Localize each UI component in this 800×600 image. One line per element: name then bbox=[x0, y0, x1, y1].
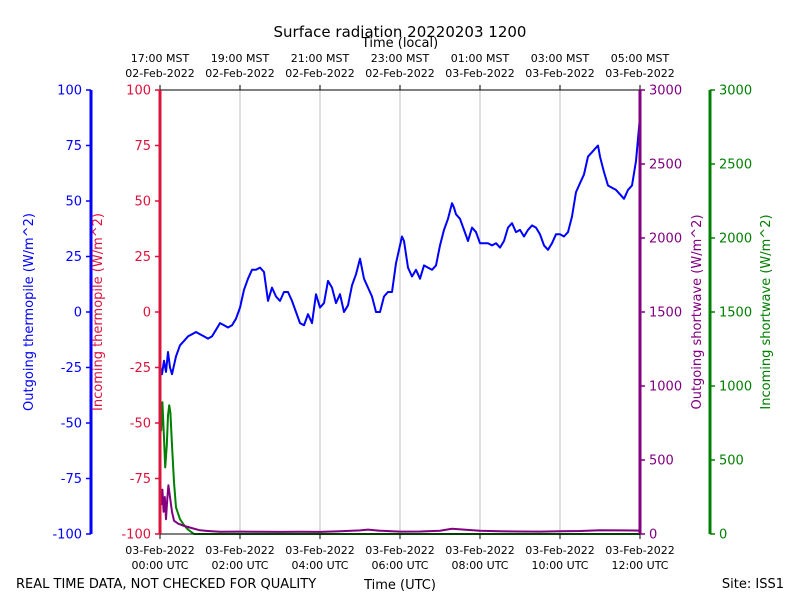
gridlines bbox=[239, 90, 561, 534]
bottom-x-tick-time: 08:00 UTC bbox=[451, 559, 508, 572]
series-line-incoming-shortwave bbox=[159, 378, 640, 535]
y-axis-label-incoming-thermopile: Incoming thermopile (W/m^2) bbox=[91, 213, 106, 411]
series-line-outgoing-shortwave bbox=[159, 477, 641, 533]
top-x-tick-time: 21:00 MST bbox=[291, 52, 350, 65]
y-axis-label-outgoing-shortwave: Outgoing shortwave (W/m^2) bbox=[690, 214, 705, 409]
y-tick-label-incoming-thermopile: 0 bbox=[143, 306, 151, 321]
y-tick-label-outgoing-shortwave: 1500 bbox=[649, 306, 682, 321]
y-tick-label-outgoing-shortwave: 0 bbox=[649, 528, 657, 543]
top-x-tick-time: 19:00 MST bbox=[211, 52, 270, 65]
chart-title: Surface radiation 20220203 1200 bbox=[274, 23, 527, 41]
y-tick-label-outgoing-thermopile: -100 bbox=[52, 528, 82, 543]
bottom-x-tick-date: 03-Feb-2022 bbox=[285, 544, 354, 557]
y-tick-label-incoming-thermopile: -100 bbox=[121, 528, 151, 543]
bottom-x-tick-date: 03-Feb-2022 bbox=[125, 544, 194, 557]
y-tick-label-outgoing-thermopile: -75 bbox=[61, 472, 82, 487]
top-x-tick-time: 01:00 MST bbox=[451, 52, 510, 65]
y-tick-label-incoming-thermopile: -25 bbox=[130, 361, 151, 376]
y-tick-label-incoming-shortwave: 2000 bbox=[719, 232, 752, 247]
y-tick-label-outgoing-thermopile: -25 bbox=[61, 361, 82, 376]
y-tick-label-outgoing-shortwave: 2500 bbox=[649, 158, 682, 173]
y-tick-label-incoming-thermopile: 100 bbox=[126, 84, 151, 99]
y-tick-label-incoming-thermopile: 75 bbox=[134, 139, 151, 154]
bottom-axis-label: Time (UTC) bbox=[363, 578, 436, 593]
axes: 03-Feb-2022 00:00 UTC 03-Feb-2022 02:00 UTC… bbox=[22, 52, 774, 572]
site-label: Site: ISS1 bbox=[722, 577, 784, 592]
top-x-tick-date: 03-Feb-2022 bbox=[525, 67, 594, 80]
bottom-x-tick-time: 02:00 UTC bbox=[211, 559, 268, 572]
y-tick-label-incoming-thermopile: -75 bbox=[130, 472, 151, 487]
bottom-x-tick-date: 03-Feb-2022 bbox=[445, 544, 514, 557]
series-line-outgoing-thermopile bbox=[159, 116, 641, 376]
y-tick-label-incoming-thermopile: 50 bbox=[134, 195, 151, 210]
y-tick-label-incoming-thermopile: 25 bbox=[134, 250, 151, 265]
y-tick-label-outgoing-shortwave: 2000 bbox=[649, 232, 682, 247]
top-x-tick-date: 02-Feb-2022 bbox=[365, 67, 434, 80]
data-series bbox=[159, 116, 641, 535]
top-x-tick-time: 03:00 MST bbox=[531, 52, 590, 65]
y-tick-label-incoming-thermopile: -50 bbox=[130, 417, 151, 432]
y-axis-label-outgoing-thermopile: Outgoing thermopile (W/m^2) bbox=[22, 213, 37, 411]
y-tick-label-incoming-shortwave: 0 bbox=[719, 528, 727, 543]
bottom-x-tick-time: 10:00 UTC bbox=[531, 559, 588, 572]
y-tick-label-outgoing-thermopile: 75 bbox=[65, 139, 82, 154]
top-x-tick-time: 23:00 MST bbox=[371, 52, 430, 65]
top-axis-label: Time (local) bbox=[361, 36, 438, 51]
bottom-x-tick-date: 03-Feb-2022 bbox=[605, 544, 674, 557]
top-x-tick-time: 17:00 MST bbox=[131, 52, 190, 65]
y-tick-label-incoming-shortwave: 1000 bbox=[719, 380, 752, 395]
y-tick-label-outgoing-shortwave: 3000 bbox=[649, 84, 682, 99]
bottom-x-tick-time: 12:00 UTC bbox=[611, 559, 668, 572]
bottom-x-tick-date: 03-Feb-2022 bbox=[365, 544, 434, 557]
y-tick-label-outgoing-thermopile: 50 bbox=[65, 195, 82, 210]
y-tick-label-outgoing-shortwave: 1000 bbox=[649, 380, 682, 395]
y-tick-label-outgoing-thermopile: -50 bbox=[61, 417, 82, 432]
bottom-x-tick-date: 03-Feb-2022 bbox=[205, 544, 274, 557]
y-tick-label-incoming-shortwave: 1500 bbox=[719, 306, 752, 321]
top-x-tick-time: 05:00 MST bbox=[611, 52, 670, 65]
y-tick-label-incoming-shortwave: 2500 bbox=[719, 158, 752, 173]
y-tick-label-outgoing-thermopile: 100 bbox=[57, 84, 82, 99]
y-tick-label-incoming-shortwave: 3000 bbox=[719, 84, 752, 99]
top-x-tick-date: 03-Feb-2022 bbox=[605, 67, 674, 80]
y-axis-label-incoming-shortwave: Incoming shortwave (W/m^2) bbox=[759, 214, 774, 409]
bottom-x-tick-time: 04:00 UTC bbox=[291, 559, 348, 572]
quality-disclaimer: REAL TIME DATA, NOT CHECKED FOR QUALITY bbox=[16, 577, 316, 592]
bottom-x-tick-time: 00:00 UTC bbox=[131, 559, 188, 572]
top-x-tick-date: 02-Feb-2022 bbox=[125, 67, 194, 80]
y-tick-label-incoming-shortwave: 500 bbox=[719, 454, 744, 469]
bottom-x-tick-time: 06:00 UTC bbox=[371, 559, 428, 572]
top-x-tick-date: 03-Feb-2022 bbox=[445, 67, 514, 80]
bottom-x-tick-date: 03-Feb-2022 bbox=[525, 544, 594, 557]
top-x-tick-date: 02-Feb-2022 bbox=[205, 67, 274, 80]
top-x-tick-date: 02-Feb-2022 bbox=[285, 67, 354, 80]
y-tick-label-outgoing-thermopile: 25 bbox=[65, 250, 82, 265]
y-tick-label-outgoing-thermopile: 0 bbox=[74, 306, 82, 321]
y-tick-label-outgoing-shortwave: 500 bbox=[649, 454, 674, 469]
